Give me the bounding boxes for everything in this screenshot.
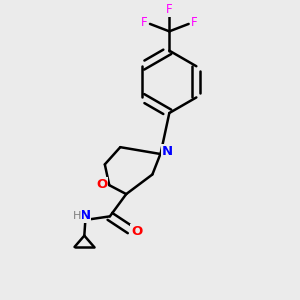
Text: F: F [141, 16, 147, 29]
Text: O: O [96, 178, 107, 191]
Text: O: O [131, 225, 142, 238]
Text: N: N [80, 209, 91, 222]
Text: H: H [73, 211, 81, 221]
Text: F: F [191, 16, 198, 29]
Text: F: F [166, 3, 172, 16]
Text: N: N [161, 145, 172, 158]
